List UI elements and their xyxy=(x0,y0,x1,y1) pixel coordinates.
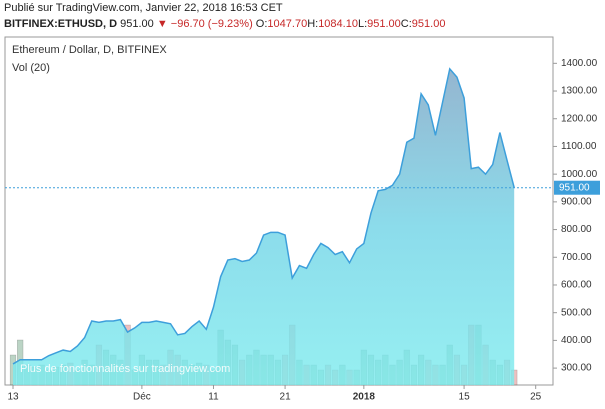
y-tick-label: 600.00 xyxy=(561,280,592,291)
ohlc-key: O: xyxy=(255,18,268,30)
x-tick-label: 25 xyxy=(530,392,542,403)
y-tick-label: 400.00 xyxy=(561,335,592,346)
x-tick-label: 2018 xyxy=(353,392,376,403)
ohlc-value: 1047.70 xyxy=(267,18,308,30)
ohlc-value: 951.00 xyxy=(367,18,401,30)
ohlc-value: 1084.10 xyxy=(318,18,358,30)
price-line xyxy=(12,67,515,365)
volume-title: Vol (20) xyxy=(12,62,50,74)
ohlc: O:1047.70H:1084.10L:951.00C:951.00 xyxy=(256,18,446,30)
price-area xyxy=(13,68,515,385)
published: Publié sur TradingView.com, Janvier 22, … xyxy=(4,2,283,14)
x-tick-label: Déc xyxy=(133,392,151,403)
y-tick-label: 900.00 xyxy=(561,196,592,207)
x-tick-label: 13 xyxy=(7,392,19,403)
y-tick-label: 1000.00 xyxy=(561,169,598,180)
symbol: BITFINEX:ETHUSD, D xyxy=(4,18,118,30)
ohlc-key: H: xyxy=(307,18,319,30)
x-tick-label: 21 xyxy=(280,392,292,403)
y-tick-label: 1100.00 xyxy=(561,141,597,152)
watermark: Plus de fonctionnalités sur tradingview.… xyxy=(20,363,230,375)
chart-title: Ethereum / Dollar, D, BITFINEX xyxy=(12,44,167,56)
y-tick-label: 1400.00 xyxy=(561,58,598,69)
last-price-box xyxy=(554,180,600,195)
ohlc-key: L: xyxy=(357,18,368,30)
y-tick-label: 1300.00 xyxy=(561,86,598,97)
y-tick-label: 1200.00 xyxy=(561,113,598,124)
quote-line: BITFINEX:ETHUSD, D 951.00 ▼ −96.70 (−9.2… xyxy=(4,18,445,30)
y-tick-label: 300.00 xyxy=(561,363,592,374)
last-price-label: 951.00 xyxy=(559,182,590,193)
x-tick-label: 11 xyxy=(208,392,219,403)
ohlc-value: 951.00 xyxy=(411,18,446,30)
last: 951.00 xyxy=(120,18,154,30)
x-tick-label: 15 xyxy=(459,392,471,403)
ohlc-key: C: xyxy=(400,18,412,30)
y-tick-label: 800.00 xyxy=(561,224,592,235)
y-tick-label: 700.00 xyxy=(561,252,592,263)
y-tick-label: 500.00 xyxy=(561,307,592,318)
change: ▼ −96.70 (−9.23%) xyxy=(156,18,253,30)
